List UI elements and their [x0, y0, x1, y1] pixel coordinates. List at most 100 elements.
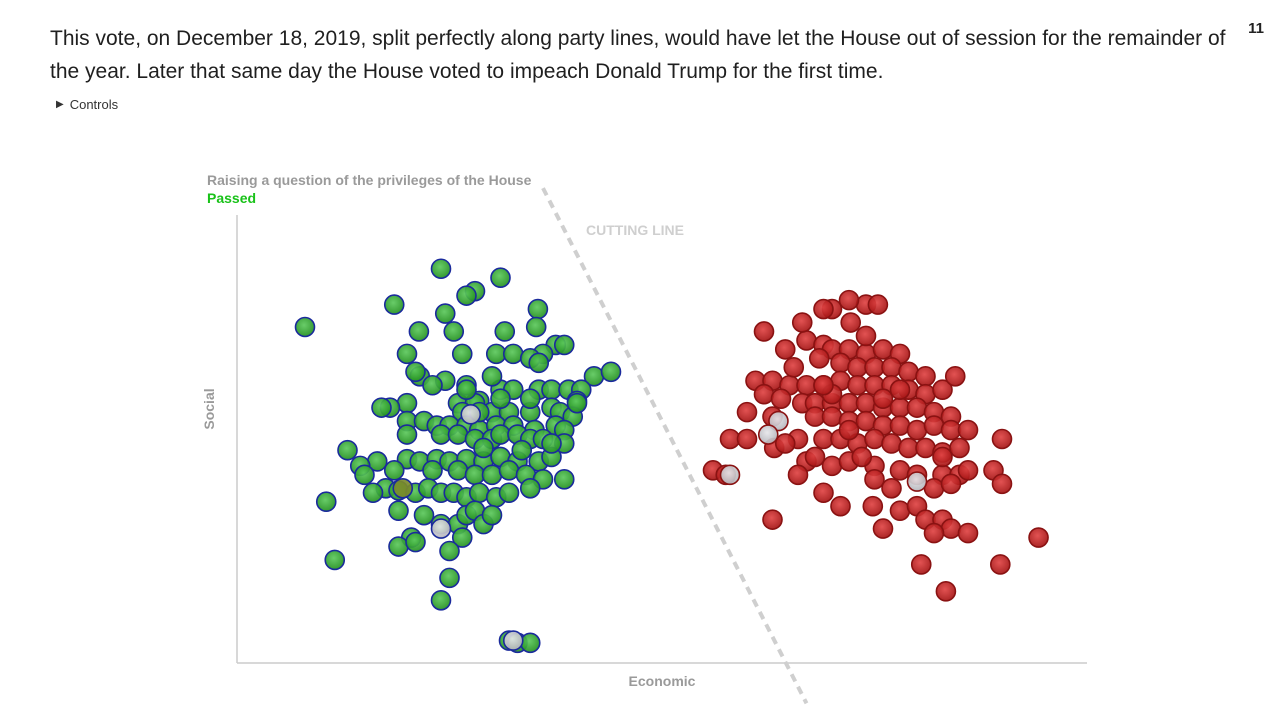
republican-point[interactable]: [991, 473, 1013, 495]
democrat-point[interactable]: [519, 632, 541, 654]
republican-point[interactable]: [774, 433, 796, 454]
democrat-point[interactable]: [481, 365, 503, 387]
republican-point[interactable]: [1028, 527, 1049, 548]
republican-point[interactable]: [872, 518, 894, 539]
republican-abstain-point[interactable]: [906, 471, 928, 492]
democrat-point[interactable]: [528, 352, 550, 374]
democrat-point[interactable]: [383, 460, 405, 481]
republican-point[interactable]: [840, 312, 862, 333]
republican-point[interactable]: [910, 554, 932, 575]
democrat-point[interactable]: [447, 424, 469, 445]
republican-point[interactable]: [889, 415, 911, 436]
democrat-point[interactable]: [525, 316, 547, 338]
democrat-point[interactable]: [422, 460, 443, 481]
republican-point[interactable]: [944, 365, 966, 387]
republican-point[interactable]: [770, 388, 792, 409]
democrat-point[interactable]: [511, 439, 533, 461]
democrat-point[interactable]: [498, 460, 520, 481]
republican-point[interactable]: [889, 379, 911, 401]
republican-point[interactable]: [915, 365, 936, 387]
democrat-point[interactable]: [519, 477, 541, 499]
democrat-point[interactable]: [315, 491, 337, 513]
democrat-point[interactable]: [413, 504, 435, 526]
republican-point[interactable]: [872, 339, 894, 360]
republican-point[interactable]: [830, 352, 851, 374]
democrat-point[interactable]: [527, 298, 549, 320]
democrat-point[interactable]: [494, 321, 516, 342]
republican-point[interactable]: [821, 406, 843, 427]
republican-abstain-point[interactable]: [719, 464, 741, 486]
republican-point[interactable]: [991, 428, 1013, 450]
republican-point[interactable]: [804, 406, 826, 427]
republican-point[interactable]: [889, 500, 911, 521]
republican-point[interactable]: [851, 446, 873, 468]
democrat-point[interactable]: [443, 321, 465, 342]
democrat-point[interactable]: [447, 460, 469, 481]
democrat-point[interactable]: [485, 343, 507, 365]
republican-point[interactable]: [791, 312, 813, 333]
republican-point[interactable]: [940, 419, 962, 441]
democrat-point[interactable]: [481, 504, 503, 526]
democrat-point[interactable]: [324, 549, 346, 571]
democrat-point[interactable]: [430, 424, 452, 445]
republican-point[interactable]: [847, 357, 868, 378]
republican-point[interactable]: [957, 460, 979, 481]
republican-point[interactable]: [808, 348, 830, 369]
democrat-point[interactable]: [337, 439, 358, 461]
republican-point[interactable]: [813, 374, 834, 396]
democrat-point[interactable]: [294, 316, 316, 338]
republican-point[interactable]: [813, 298, 834, 320]
republican-point[interactable]: [813, 428, 834, 450]
republican-point[interactable]: [957, 419, 979, 441]
republican-point[interactable]: [889, 397, 911, 418]
republican-point[interactable]: [932, 446, 953, 468]
republican-point[interactable]: [898, 361, 919, 383]
republican-point[interactable]: [881, 477, 902, 499]
republican-point[interactable]: [940, 473, 962, 495]
republican-point[interactable]: [872, 388, 894, 409]
democrat-point[interactable]: [519, 388, 541, 409]
democrat-point[interactable]: [396, 424, 418, 445]
republican-point[interactable]: [855, 392, 877, 414]
democrat-point[interactable]: [422, 374, 443, 396]
republican-point[interactable]: [864, 357, 885, 378]
democrat-point[interactable]: [451, 527, 473, 548]
republican-point[interactable]: [736, 428, 758, 450]
republican-point[interactable]: [940, 518, 962, 539]
republican-point[interactable]: [855, 325, 877, 347]
republican-point[interactable]: [881, 433, 902, 454]
democrat-point[interactable]: [371, 397, 392, 418]
republican-point[interactable]: [796, 330, 817, 351]
republican-point[interactable]: [864, 469, 885, 490]
democrat-point[interactable]: [362, 482, 384, 504]
republican-point[interactable]: [989, 554, 1011, 575]
republican-point[interactable]: [762, 509, 783, 530]
democrat-abstain-point[interactable]: [460, 404, 482, 425]
republican-point[interactable]: [923, 522, 945, 544]
republican-point[interactable]: [915, 437, 936, 459]
democrat-point[interactable]: [396, 343, 418, 365]
democrat-point[interactable]: [456, 379, 477, 401]
republican-point[interactable]: [796, 374, 817, 396]
democrat-point[interactable]: [405, 361, 426, 383]
democrat-point[interactable]: [456, 285, 477, 306]
republican-point[interactable]: [804, 446, 826, 468]
republican-point[interactable]: [821, 455, 843, 477]
democrat-abstain-point[interactable]: [430, 518, 452, 539]
republican-abstain-point[interactable]: [757, 424, 779, 445]
democrat-abstain-point[interactable]: [502, 630, 524, 651]
republican-point[interactable]: [906, 419, 928, 441]
democrat-point[interactable]: [490, 267, 511, 289]
democrat-point[interactable]: [468, 482, 490, 504]
democrat-point[interactable]: [464, 464, 486, 486]
democrat-point[interactable]: [566, 392, 588, 414]
republican-point[interactable]: [898, 437, 919, 459]
republican-point[interactable]: [867, 294, 889, 315]
democrat-point[interactable]: [405, 531, 426, 553]
democrat-point[interactable]: [430, 589, 452, 611]
republican-point[interactable]: [774, 339, 796, 360]
republican-point[interactable]: [753, 383, 775, 405]
democrat-point[interactable]: [392, 477, 414, 499]
democrat-point[interactable]: [490, 388, 511, 409]
republican-point[interactable]: [862, 495, 884, 517]
